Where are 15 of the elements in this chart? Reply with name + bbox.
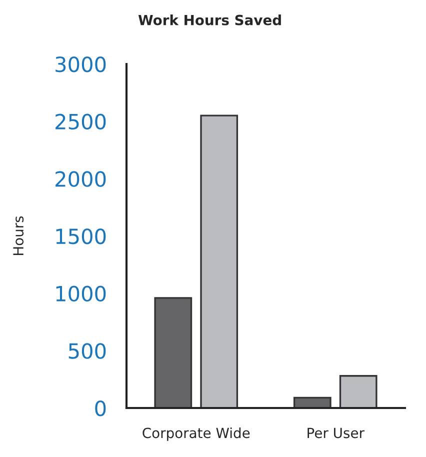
y-tick-label: 2500	[56, 114, 106, 130]
y-tick-label: 2000	[56, 171, 106, 187]
x-tick-label: Corporate Wide	[142, 427, 250, 441]
chart-title: Work Hours Saved	[138, 14, 281, 26]
y-tick-label: 500	[68, 343, 106, 359]
y-axis-title: Hours	[13, 216, 24, 255]
y-tick-label: 0	[95, 400, 106, 416]
x-tick-label: Per User	[308, 428, 364, 438]
bar	[293, 396, 332, 408]
bar	[154, 297, 192, 408]
bar	[339, 375, 378, 408]
y-tick-label: 1500	[56, 228, 106, 244]
y-tick-label: 1000	[56, 286, 106, 302]
y-tick-label: 3000	[56, 56, 106, 72]
bar	[200, 114, 238, 408]
